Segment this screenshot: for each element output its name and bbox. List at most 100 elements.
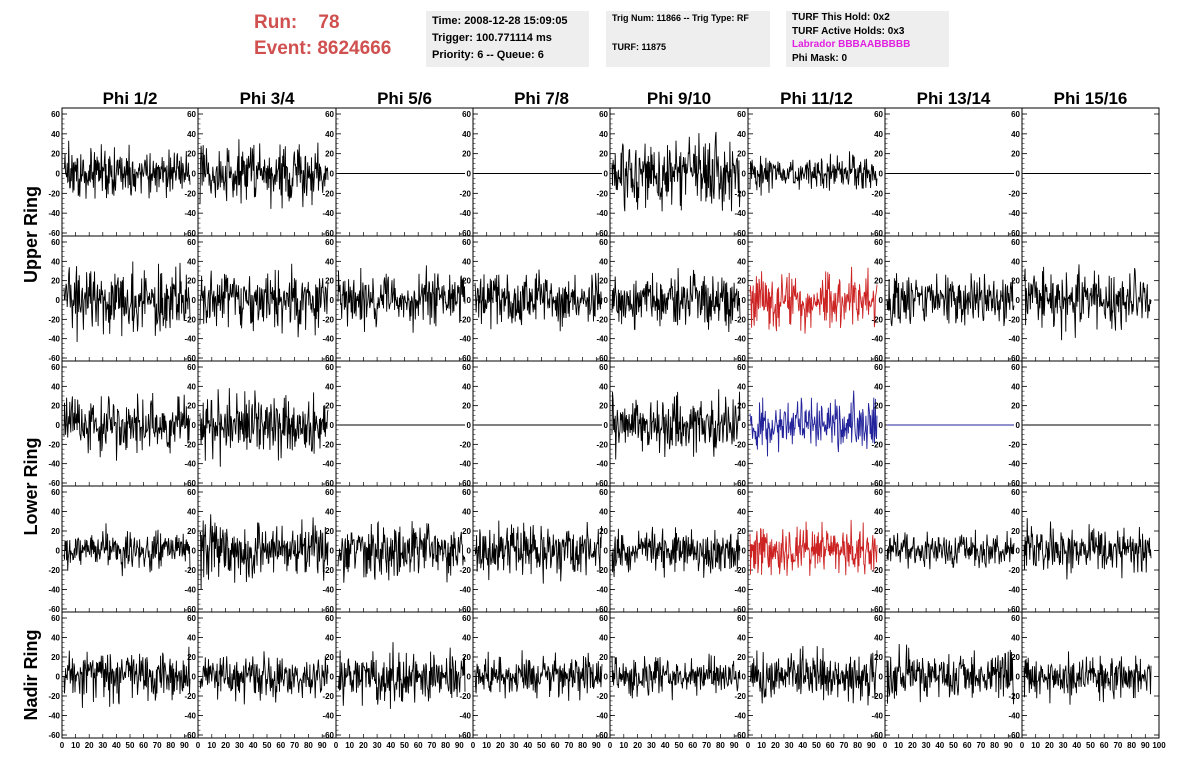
y-tick-label: 40 — [51, 634, 60, 643]
x-tick-label: 20 — [85, 741, 94, 750]
waveform-line — [63, 392, 191, 461]
x-tick-label: 70 — [976, 741, 985, 750]
row-label: Lower Ring — [21, 438, 41, 536]
run-label: Run: 78 — [254, 12, 340, 33]
y-tick-label: -40 — [48, 209, 60, 218]
x-tick-label: 30 — [1059, 741, 1068, 750]
waveform-panel: -60 -40 -20 0 20 40 60 — [871, 235, 1023, 363]
y-tick-label: -40 — [734, 586, 746, 595]
y-tick-label: 60 — [599, 238, 608, 247]
y-tick-label: 60 — [187, 110, 196, 119]
waveform-line — [1023, 264, 1152, 341]
x-tick-label: 40 — [112, 741, 121, 750]
y-tick-label: -20 — [596, 692, 608, 701]
x-tick-label: 20 — [496, 741, 505, 750]
y-tick-label: -60 — [596, 354, 608, 363]
x-tick-label: 0 — [883, 741, 888, 750]
x-tick-label: 80 — [166, 741, 175, 750]
y-tick-label: -20 — [734, 692, 746, 701]
y-tick-label: 20 — [51, 527, 60, 536]
y-tick-label: 20 — [462, 527, 471, 536]
x-tick-label: 0 — [608, 741, 613, 750]
waveform-panel: -60 -40 -20 0 20 40 60 — [1008, 107, 1160, 238]
y-tick-label: 20 — [51, 277, 60, 286]
y-tick-label: -40 — [48, 712, 60, 721]
trigger-text: Trigger: 100.771114 ms — [432, 32, 552, 44]
y-tick-label: 40 — [462, 130, 471, 139]
y-tick-label: -60 — [322, 354, 334, 363]
y-tick-label: 40 — [187, 130, 196, 139]
y-tick-label: -40 — [322, 209, 334, 218]
x-tick-label: 50 — [949, 741, 958, 750]
y-tick-label: -20 — [184, 566, 196, 575]
y-tick-label: 20 — [187, 527, 196, 536]
y-tick-label: 60 — [599, 614, 608, 623]
waveform-panel: -60 -40 -20 0 20 40 60 — [1008, 235, 1160, 363]
y-tick-label: -20 — [871, 189, 883, 198]
y-tick-label: 60 — [187, 363, 196, 372]
y-tick-label: -60 — [871, 479, 883, 488]
x-tick-label: 70 — [427, 741, 436, 750]
waveform-panel: -60 -40 -20 0 20 40 60 — [48, 485, 199, 614]
y-tick-label: -60 — [48, 479, 60, 488]
y-tick-label: -40 — [734, 460, 746, 469]
x-tick-label: 30 — [98, 741, 107, 750]
y-tick-label: -20 — [1008, 315, 1020, 324]
y-tick-label: -60 — [48, 229, 60, 238]
waveform-line — [611, 526, 741, 578]
x-tick-label: 30 — [785, 741, 794, 750]
y-tick-label: -20 — [596, 566, 608, 575]
x-tick-label: 0 — [196, 741, 201, 750]
y-tick-label: 0 — [330, 296, 335, 305]
panel-frame — [335, 360, 474, 487]
x-tick-label: 90 — [180, 741, 189, 750]
y-tick-label: -60 — [734, 229, 746, 238]
run-event-header: Run: 78 Event: 8624666 — [254, 10, 391, 62]
y-tick-label: 60 — [462, 488, 471, 497]
y-tick-label: -60 — [184, 731, 196, 740]
waveform-panel: -60 -40 -20 0 20 40 60 — [322, 107, 474, 238]
y-tick-label: -60 — [184, 229, 196, 238]
y-tick-label: 60 — [599, 110, 608, 119]
y-tick-label: 0 — [604, 170, 609, 179]
y-tick-label: -20 — [596, 440, 608, 449]
x-tick-label: 10 — [894, 741, 903, 750]
turf-info-box: TURF This Hold: 0x2 TURF Active Holds: 0… — [786, 11, 949, 67]
y-tick-label: -40 — [48, 586, 60, 595]
x-tick-label: 0 — [334, 741, 339, 750]
y-tick-label: -60 — [1008, 731, 1020, 740]
y-tick-label: -40 — [596, 335, 608, 344]
x-tick-label: 40 — [1072, 741, 1081, 750]
y-tick-label: -40 — [871, 586, 883, 595]
y-tick-label: -60 — [184, 479, 196, 488]
y-tick-label: 40 — [737, 130, 746, 139]
x-tick-label: 50 — [675, 741, 684, 750]
waveform-line — [749, 151, 878, 196]
y-tick-label: 0 — [742, 421, 747, 430]
x-tick-label: 90 — [318, 741, 327, 750]
y-tick-label: 40 — [325, 257, 334, 266]
y-tick-label: 40 — [187, 508, 196, 517]
waveform-panel: -60 -40 -20 0 20 40 60 — [48, 360, 199, 488]
y-tick-label: -60 — [734, 354, 746, 363]
waveform-line — [63, 646, 191, 708]
y-tick-label: 40 — [599, 130, 608, 139]
x-tick-label: 60 — [276, 741, 285, 750]
y-tick-label: 60 — [187, 238, 196, 247]
waveform-panel: -60 -40 -20 0 20 40 60 — [1008, 485, 1160, 614]
y-tick-label: 0 — [330, 421, 335, 430]
y-tick-label: 40 — [874, 634, 883, 643]
x-tick-label: 20 — [1045, 741, 1054, 750]
y-tick-label: -40 — [871, 209, 883, 218]
waveform-panel: -60 -40 -20 0 20 40 60 — [734, 235, 886, 363]
y-tick-label: -20 — [322, 189, 334, 198]
waveform-panel: -60 -40 -20 0 20 40 60 — [322, 611, 474, 740]
y-tick-label: -40 — [871, 460, 883, 469]
panel-frame — [472, 360, 611, 487]
y-tick-label: 0 — [192, 170, 197, 179]
y-tick-label: -60 — [48, 354, 60, 363]
x-tick-label: 0 — [471, 741, 476, 750]
y-tick-label: -40 — [871, 335, 883, 344]
y-tick-label: 0 — [56, 421, 61, 430]
